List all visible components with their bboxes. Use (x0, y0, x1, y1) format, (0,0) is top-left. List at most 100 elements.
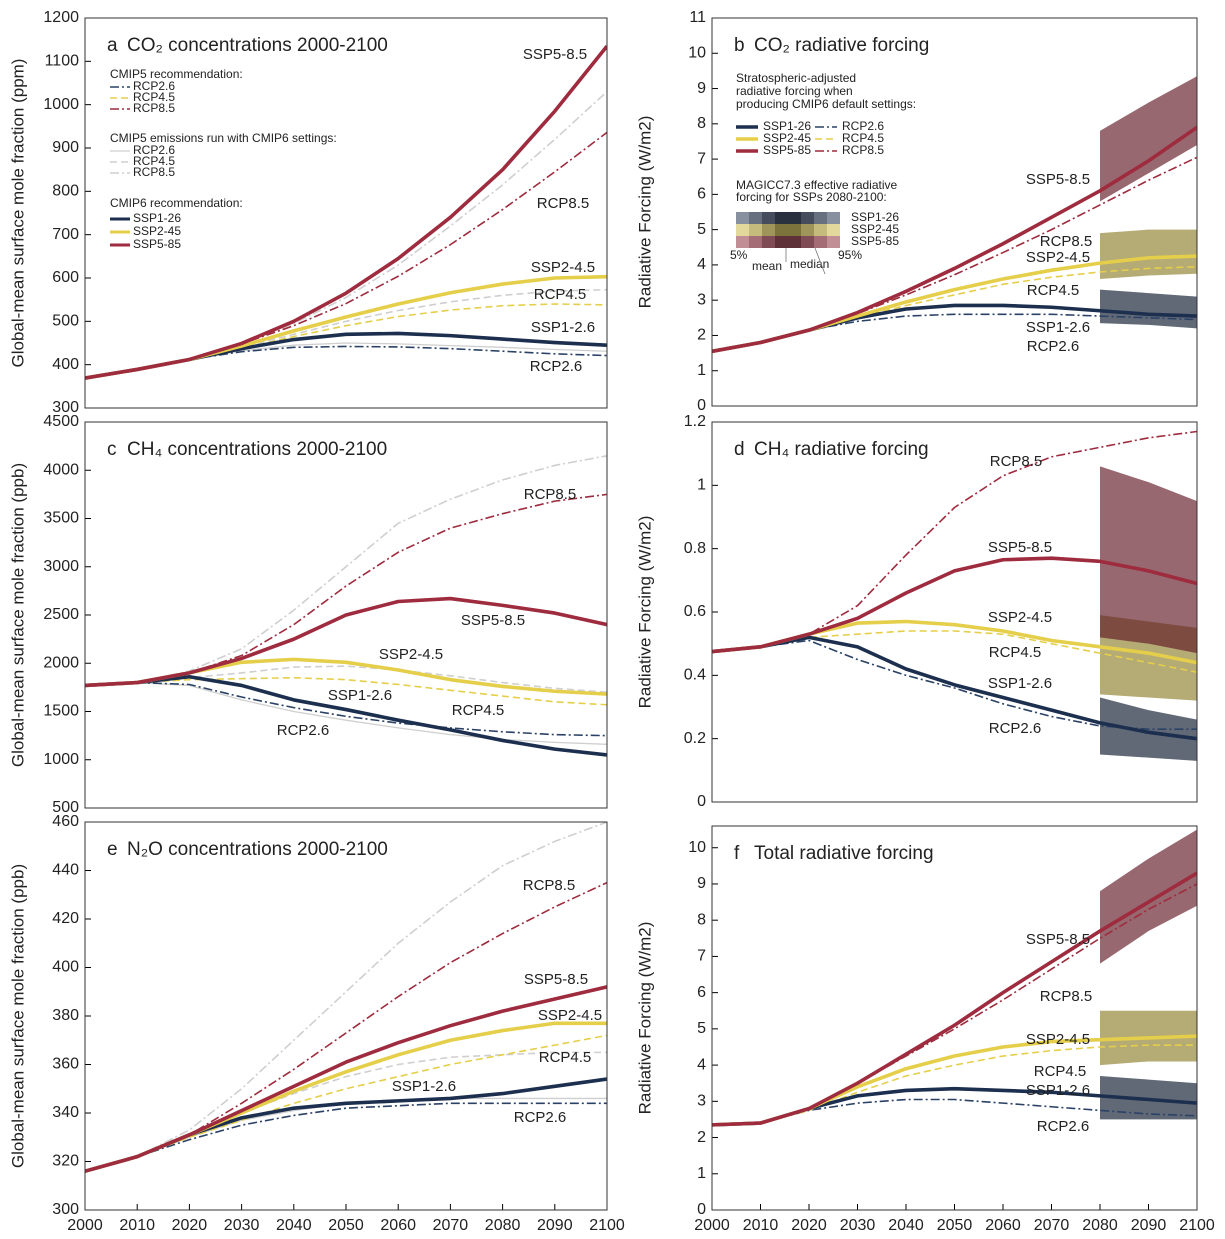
panel-letter: d (734, 439, 745, 460)
y-tick-label: 0.4 (684, 667, 706, 684)
y-tick-label: 4 (697, 1056, 706, 1073)
legend-label: RCP2.6 (133, 79, 175, 93)
series-label: RCP4.5 (452, 702, 505, 719)
band-legend-shade (775, 224, 788, 236)
y-tick-label: 1200 (43, 9, 79, 26)
x-tick-label: 2080 (1082, 1217, 1118, 1234)
band-legend-shade (749, 224, 762, 236)
y-tick-label: 10 (688, 839, 706, 856)
legend-label: SSP5-85 (133, 237, 181, 251)
band-legend-key: 5% (730, 248, 748, 262)
y-axis-title: Global-mean surface mole fraction (ppb) (8, 463, 27, 767)
legend-title: Stratospheric-adjusted (736, 71, 856, 85)
band-legend-cell (736, 224, 749, 236)
legend-label: SSP5-85 (763, 143, 811, 157)
y-tick-label: 0.6 (684, 603, 706, 620)
y-tick-label: 3500 (43, 510, 79, 527)
band-legend-title: MAGICC7.3 effective radiative (736, 178, 898, 192)
band-legend-shade (762, 212, 775, 224)
legend-label: RCP8.5 (133, 101, 175, 115)
plot-area (712, 430, 1197, 761)
band-legend-cell (814, 224, 827, 236)
band-legend-shade (736, 224, 749, 236)
series-label: SSP2-4.5 (988, 609, 1052, 626)
band-legend-cell (827, 224, 840, 236)
legend-label: RCP2.6 (133, 143, 175, 157)
panel-title: CH₄ radiative forcing (754, 439, 929, 460)
band-legend-shade (827, 224, 840, 236)
x-tick-label: 2040 (888, 1217, 924, 1234)
band-legend-cell (775, 212, 788, 224)
y-tick-label: 2000 (43, 654, 79, 671)
series-line (712, 313, 1197, 353)
band-legend-shade (749, 236, 762, 248)
panel-letter: f (734, 843, 740, 864)
series-label: RCP8.5 (537, 195, 590, 212)
plot-frame (84, 421, 608, 809)
band-legend-cell (827, 236, 840, 248)
y-tick-label: 3 (697, 291, 706, 308)
series-label: RCP8.5 (1040, 233, 1093, 250)
legend-label: RCP4.5 (133, 154, 175, 168)
band-legend-shade (762, 224, 775, 236)
y-tick-label: 0 (697, 1201, 706, 1218)
y-tick-label: 6 (697, 186, 706, 203)
band-legend-shade (801, 224, 814, 236)
band-legend-cell (801, 236, 814, 248)
y-tick-label: 5 (697, 221, 706, 238)
y-axis-title: Radiative Forcing (W/m2) (635, 922, 654, 1115)
panel-letter: c (107, 439, 117, 460)
y-tick-label: 1100 (45, 53, 80, 70)
y-tick-label: 1.2 (684, 413, 706, 430)
y-tick-label: 2 (697, 1129, 706, 1146)
legend-label: SSP2-45 (763, 131, 811, 145)
x-tick-label: 2080 (485, 1217, 521, 1234)
x-tick-label: 2070 (433, 1217, 469, 1234)
y-tick-label: 900 (52, 139, 79, 156)
series-line (85, 342, 607, 379)
y-axis-title: Radiative Forcing (W/m2) (635, 116, 654, 309)
band-legend-cell (788, 212, 801, 224)
legend-group-title: CMIP5 emissions run with CMIP6 settings: (110, 131, 337, 145)
band-legend-shade (749, 212, 762, 224)
x-tick-label: 2060 (380, 1217, 416, 1234)
uncertainty-band (1100, 1075, 1197, 1120)
plot-frame (711, 17, 1198, 407)
band-legend-cell (736, 212, 749, 224)
series-line (85, 822, 607, 1172)
series-line (712, 303, 1197, 354)
uncertainty-band (1100, 466, 1197, 654)
x-tick-label: 2030 (224, 1217, 260, 1234)
plot-area (85, 822, 607, 1173)
series-label: SSP1-2.6 (392, 1078, 456, 1095)
series-label: RCP4.5 (534, 286, 587, 303)
series-label: RCP8.5 (524, 486, 577, 503)
series-line (85, 596, 607, 688)
legend-label: RCP8.5 (133, 165, 175, 179)
panel-title: CO₂ radiative forcing (754, 35, 929, 56)
band-legend-shade (775, 236, 788, 248)
band-legend-shade (762, 236, 775, 248)
y-tick-label: 500 (52, 799, 79, 816)
band-legend-label: SSP5-85 (851, 234, 899, 248)
y-tick-label: 700 (52, 226, 79, 243)
series-line (85, 1102, 607, 1172)
band-legend-shade (788, 212, 801, 224)
series-label: SSP2-4.5 (531, 259, 595, 276)
series-label: SSP1-2.6 (1026, 1082, 1090, 1099)
band-legend-shade (814, 236, 827, 248)
band-legend-cell (736, 236, 749, 248)
band-legend-cell (775, 224, 788, 236)
band-legend-shade (736, 212, 749, 224)
legend-group-title: CMIP6 recommendation: (110, 196, 243, 210)
series-label: SSP2-4.5 (1026, 1031, 1090, 1048)
plot-frame (84, 17, 608, 409)
series-label: SSP2-4.5 (1026, 249, 1090, 266)
band-legend-cell (801, 212, 814, 224)
band-legend-label: SSP1-26 (851, 210, 899, 224)
plot-frame (711, 825, 1198, 1211)
x-tick-label: 2010 (743, 1217, 779, 1234)
plot-area (712, 829, 1197, 1127)
y-tick-label: 400 (52, 959, 79, 976)
series-label: SSP5-8.5 (1026, 931, 1090, 948)
